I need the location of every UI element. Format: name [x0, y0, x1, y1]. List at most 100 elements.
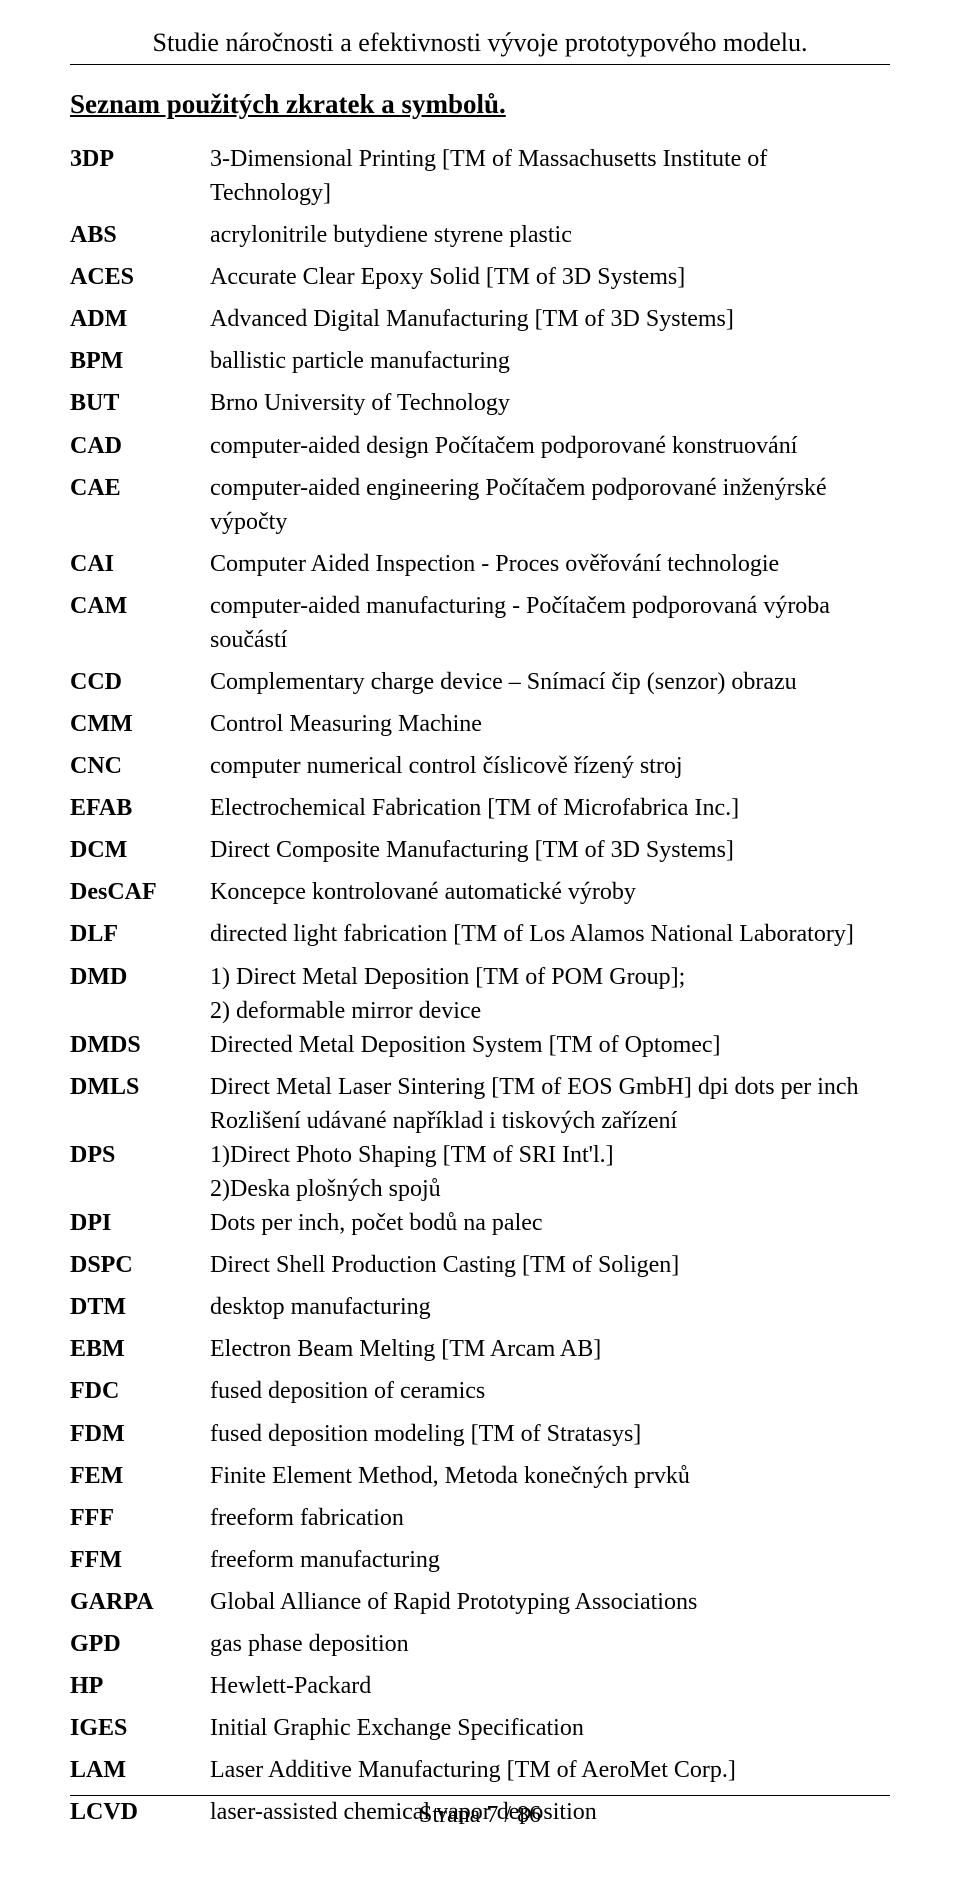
- abbrev-definition: desktop manufacturing: [210, 1290, 890, 1324]
- abbrev-code: DMLS: [70, 1070, 210, 1104]
- abbrev-code: CAM: [70, 589, 210, 623]
- abbrev-code: CCD: [70, 665, 210, 699]
- abbrev-definition: Electron Beam Melting [TM Arcam AB]: [210, 1332, 890, 1366]
- abbrev-row: FDMfused deposition modeling [TM of Stra…: [70, 1417, 890, 1451]
- abbrev-definition: Global Alliance of Rapid Prototyping Ass…: [210, 1585, 890, 1619]
- abbrev-code: CMM: [70, 707, 210, 741]
- abbrev-definition: Direct Shell Production Casting [TM of S…: [210, 1248, 890, 1282]
- abbrev-row: DLFdirected light fabrication [TM of Los…: [70, 917, 890, 951]
- abbrev-code: CAE: [70, 471, 210, 505]
- abbrev-code: DSPC: [70, 1248, 210, 1282]
- abbrev-definition: 1) Direct Metal Deposition [TM of POM Gr…: [210, 960, 890, 1028]
- abbrev-definition: freeform manufacturing: [210, 1543, 890, 1577]
- abbrev-code: GPD: [70, 1627, 210, 1661]
- abbrev-definition: computer numerical control číslicově říz…: [210, 749, 890, 783]
- abbrev-code: DTM: [70, 1290, 210, 1324]
- abbrev-row: ADMAdvanced Digital Manufacturing [TM of…: [70, 302, 890, 336]
- abbrev-code: DMDS: [70, 1028, 210, 1062]
- abbrev-definition: freeform fabrication: [210, 1501, 890, 1535]
- abbrev-row: IGESInitial Graphic Exchange Specificati…: [70, 1711, 890, 1745]
- abbrev-code: FDM: [70, 1417, 210, 1451]
- abbrev-definition: Advanced Digital Manufacturing [TM of 3D…: [210, 302, 890, 336]
- abbrev-row: FEMFinite Element Method, Metoda konečný…: [70, 1459, 890, 1493]
- abbrev-code: GARPA: [70, 1585, 210, 1619]
- abbrev-definition: 1)Direct Photo Shaping [TM of SRI Int'l.…: [210, 1138, 890, 1206]
- abbrev-definition: Initial Graphic Exchange Specification: [210, 1711, 890, 1745]
- abbrev-row: EBMElectron Beam Melting [TM Arcam AB]: [70, 1332, 890, 1366]
- abbrev-definition: Accurate Clear Epoxy Solid [TM of 3D Sys…: [210, 260, 890, 294]
- abbrev-code: HP: [70, 1669, 210, 1703]
- abbrev-row: DTMdesktop manufacturing: [70, 1290, 890, 1324]
- abbrev-code: DPI: [70, 1206, 210, 1240]
- abbreviations-list: 3DP3-Dimensional Printing [TM of Massach…: [70, 142, 890, 1829]
- footer-text: Strana 7 / 86: [419, 1802, 541, 1828]
- abbrev-row: CCDComplementary charge device – Snímací…: [70, 665, 890, 699]
- abbrev-row: DPS1)Direct Photo Shaping [TM of SRI Int…: [70, 1138, 890, 1206]
- abbrev-code: IGES: [70, 1711, 210, 1745]
- abbrev-definition: fused deposition of ceramics: [210, 1374, 890, 1408]
- abbrev-code: ABS: [70, 218, 210, 252]
- abbrev-definition: Direct Metal Laser Sintering [TM of EOS …: [210, 1070, 890, 1138]
- abbrev-code: DMD: [70, 960, 210, 994]
- abbrev-code: BPM: [70, 344, 210, 378]
- abbrev-row: FFFfreeform fabrication: [70, 1501, 890, 1535]
- abbrev-row: CNCcomputer numerical control číslicově …: [70, 749, 890, 783]
- abbrev-code: CAI: [70, 547, 210, 581]
- abbrev-definition: ballistic particle manufacturing: [210, 344, 890, 378]
- abbrev-row: DMD1) Direct Metal Deposition [TM of POM…: [70, 960, 890, 1028]
- abbrev-code: FEM: [70, 1459, 210, 1493]
- header-title: Studie náročnosti a efektivnosti vývoje …: [153, 28, 808, 57]
- abbrev-definition: Brno University of Technology: [210, 386, 890, 420]
- abbrev-row: DMDSDirected Metal Deposition System [TM…: [70, 1028, 890, 1062]
- abbrev-definition: Dots per inch, počet bodů na palec: [210, 1206, 890, 1240]
- document-page: Studie náročnosti a efektivnosti vývoje …: [0, 0, 960, 1877]
- abbrev-row: CAEcomputer-aided engineering Počítačem …: [70, 471, 890, 539]
- abbrev-definition: Hewlett-Packard: [210, 1669, 890, 1703]
- abbrev-definition: Direct Composite Manufacturing [TM of 3D…: [210, 833, 890, 867]
- abbrev-definition: 3-Dimensional Printing [TM of Massachuse…: [210, 142, 890, 210]
- abbrev-definition: acrylonitrile butydiene styrene plastic: [210, 218, 890, 252]
- abbrev-definition: fused deposition modeling [TM of Stratas…: [210, 1417, 890, 1451]
- abbrev-definition: computer-aided engineering Počítačem pod…: [210, 471, 890, 539]
- abbrev-row: DPIDots per inch, počet bodů na palec: [70, 1206, 890, 1240]
- abbrev-row: FFMfreeform manufacturing: [70, 1543, 890, 1577]
- abbrev-code: EFAB: [70, 791, 210, 825]
- abbrev-row: CMMControl Measuring Machine: [70, 707, 890, 741]
- abbrev-row: 3DP3-Dimensional Printing [TM of Massach…: [70, 142, 890, 210]
- abbrev-definition: Control Measuring Machine: [210, 707, 890, 741]
- abbrev-code: EBM: [70, 1332, 210, 1366]
- abbrev-definition: Complementary charge device – Snímací či…: [210, 665, 890, 699]
- abbrev-code: DLF: [70, 917, 210, 951]
- abbrev-row: FDCfused deposition of ceramics: [70, 1374, 890, 1408]
- abbrev-definition: Directed Metal Deposition System [TM of …: [210, 1028, 890, 1062]
- abbrev-code: DPS: [70, 1138, 210, 1172]
- abbrev-definition: Finite Element Method, Metoda konečných …: [210, 1459, 890, 1493]
- abbrev-code: DesCAF: [70, 875, 210, 909]
- page-footer: Strana 7 / 86: [70, 1795, 890, 1829]
- abbrev-definition: Laser Additive Manufacturing [TM of Aero…: [210, 1753, 890, 1787]
- abbrev-code: ADM: [70, 302, 210, 336]
- abbrev-code: BUT: [70, 386, 210, 420]
- abbrev-row: GARPAGlobal Alliance of Rapid Prototypin…: [70, 1585, 890, 1619]
- abbrev-definition: Koncepce kontrolované automatické výroby: [210, 875, 890, 909]
- abbrev-row: DCMDirect Composite Manufacturing [TM of…: [70, 833, 890, 867]
- abbrev-row: EFABElectrochemical Fabrication [TM of M…: [70, 791, 890, 825]
- abbrev-code: DCM: [70, 833, 210, 867]
- abbrev-row: DMLSDirect Metal Laser Sintering [TM of …: [70, 1070, 890, 1138]
- abbrev-definition: gas phase deposition: [210, 1627, 890, 1661]
- abbrev-row: CAMcomputer-aided manufacturing - Počíta…: [70, 589, 890, 657]
- abbrev-code: CAD: [70, 429, 210, 463]
- abbrev-code: FDC: [70, 1374, 210, 1408]
- abbrev-definition: computer-aided design Počítačem podporov…: [210, 429, 890, 463]
- abbrev-row: HPHewlett-Packard: [70, 1669, 890, 1703]
- abbrev-row: DesCAFKoncepce kontrolované automatické …: [70, 875, 890, 909]
- abbrev-row: BUTBrno University of Technology: [70, 386, 890, 420]
- abbrev-definition: Electrochemical Fabrication [TM of Micro…: [210, 791, 890, 825]
- abbrev-definition: computer-aided manufacturing - Počítačem…: [210, 589, 890, 657]
- abbrev-code: FFM: [70, 1543, 210, 1577]
- abbrev-code: CNC: [70, 749, 210, 783]
- abbrev-code: FFF: [70, 1501, 210, 1535]
- abbrev-row: BPMballistic particle manufacturing: [70, 344, 890, 378]
- abbrev-row: LAMLaser Additive Manufacturing [TM of A…: [70, 1753, 890, 1787]
- abbrev-definition: directed light fabrication [TM of Los Al…: [210, 917, 890, 951]
